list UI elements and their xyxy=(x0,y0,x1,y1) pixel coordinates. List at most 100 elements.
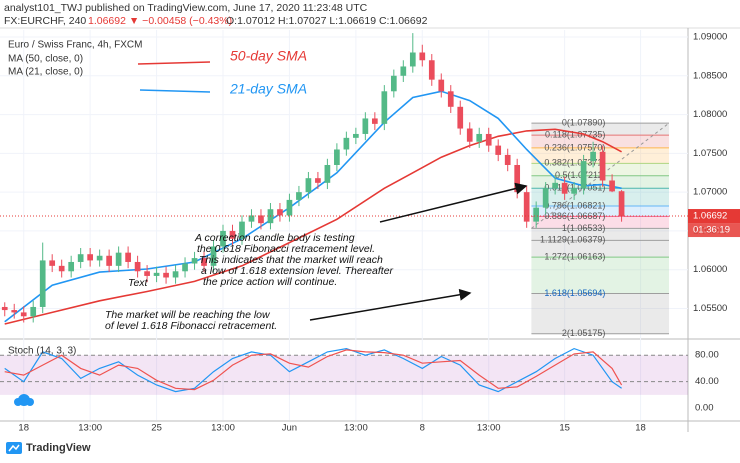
candle-body xyxy=(618,191,625,217)
candle-body xyxy=(599,151,606,181)
y-tick-label: 1.08500 xyxy=(693,70,727,81)
ohlc-text: O:1.07012 H:1.07027 L:1.06619 C:1.06692 xyxy=(226,15,428,27)
fib-label: 0(1.07890) xyxy=(562,117,606,127)
candle-body xyxy=(115,252,122,266)
annotation: a low of 1.618 extension level. Thereaft… xyxy=(201,265,394,277)
candle-body xyxy=(457,106,464,129)
y-tick-label: 1.06000 xyxy=(693,264,727,275)
candle-body xyxy=(210,246,217,266)
fib-label: 0.236(1.07570) xyxy=(544,142,605,152)
fib-band xyxy=(531,257,670,294)
candle-body xyxy=(182,263,188,272)
candle-body xyxy=(533,207,540,222)
x-tick-label: 13:00 xyxy=(477,423,501,434)
annotation: The market will be reaching the low xyxy=(105,309,271,321)
arrow xyxy=(379,182,528,223)
candle-body xyxy=(466,128,473,142)
y-tick-label: 1.07000 xyxy=(693,187,727,198)
fib-band xyxy=(531,293,670,334)
candle-body xyxy=(324,164,331,183)
candle-body xyxy=(296,192,302,200)
fib-label: 0.118(1.07735) xyxy=(545,129,605,139)
candle-body xyxy=(191,258,198,264)
x-tick-label: 18 xyxy=(18,423,29,434)
y-tick-label: 1.07500 xyxy=(693,148,727,159)
candle-body xyxy=(542,188,549,208)
candle-body xyxy=(239,221,245,239)
fib-band xyxy=(531,216,670,229)
candle-body xyxy=(39,260,46,307)
annotation: This indicates that the market will reac… xyxy=(199,254,383,266)
candle-body xyxy=(277,209,283,216)
candle-body xyxy=(381,91,388,124)
indicator: MA (50, close, 0) xyxy=(8,54,83,65)
indicator: MA (21, close, 0) xyxy=(8,67,83,78)
candle-body xyxy=(485,133,492,146)
candle-body xyxy=(125,252,131,262)
x-tick-label: 13:00 xyxy=(344,423,368,434)
candle-body xyxy=(58,265,65,272)
fib-band xyxy=(531,206,670,217)
candle-body xyxy=(248,215,255,222)
candle-body xyxy=(476,133,483,142)
legend-swatch xyxy=(137,61,211,65)
y-tick-label: 1.08000 xyxy=(693,109,727,120)
publisher: analyst101_TWJ published on TradingView.… xyxy=(4,2,368,14)
candle-body xyxy=(561,182,568,194)
candle-body xyxy=(11,310,18,313)
stoch-band xyxy=(0,355,688,395)
legend-swatch xyxy=(139,89,211,93)
candle-body xyxy=(362,118,369,134)
stoch-tick-label: 0.00 xyxy=(695,403,714,414)
candle-body xyxy=(438,79,445,92)
fib-label: 1.618(1.05694) xyxy=(544,288,605,298)
candle-body xyxy=(163,272,169,278)
fib-band xyxy=(531,123,670,136)
candle-body xyxy=(400,66,407,76)
y-tick-label: 1.05500 xyxy=(693,303,727,314)
arrow xyxy=(309,288,472,321)
x-tick-label: 18 xyxy=(635,423,646,434)
candle-body xyxy=(353,133,359,138)
annotation: of level 1.618 Fibonacci retracement. xyxy=(105,320,277,332)
candle-body xyxy=(20,312,27,317)
ma-line xyxy=(4,128,622,325)
footer: TradingView xyxy=(26,442,91,454)
last-price-label: 1.06692 xyxy=(693,211,727,222)
fib-label: 1(1.06533) xyxy=(562,223,606,233)
annotation: the price action will continue. xyxy=(203,276,337,288)
candle-body xyxy=(523,192,530,222)
fib-label: 0.886(1.06687) xyxy=(544,211,605,221)
candle-body xyxy=(428,60,435,80)
x-tick-label: 13:00 xyxy=(211,423,235,434)
y-tick-label: 1.09000 xyxy=(693,31,727,42)
candle-body xyxy=(153,272,160,276)
stoch-d xyxy=(4,349,623,391)
stoch-title: Stoch (14, 3, 3) xyxy=(8,346,76,357)
candle-body xyxy=(343,137,350,150)
candle-body xyxy=(87,254,93,261)
x-tick-label: Jun xyxy=(282,423,297,434)
candle-body xyxy=(77,254,84,262)
stoch-icon xyxy=(14,394,34,406)
candle-body xyxy=(371,118,378,124)
chart-title: Euro / Swiss Franc, 4h, FXCM xyxy=(8,40,142,51)
candle-body xyxy=(106,255,112,266)
fib-band xyxy=(531,240,670,258)
candle-body xyxy=(409,52,416,67)
countdown-box xyxy=(688,223,740,238)
legend-label: 21-day SMA xyxy=(229,81,307,97)
candle-body xyxy=(390,75,397,92)
candle-body xyxy=(68,261,75,272)
candle-body xyxy=(49,260,56,266)
candle-body xyxy=(609,180,615,192)
candle-body xyxy=(286,199,293,216)
candle-body xyxy=(305,178,312,193)
change: 1.06692 ▼ −0.00458 (−0.43%) xyxy=(88,15,232,27)
candle-body xyxy=(504,154,511,165)
fib-label: 0.5(1.07211) xyxy=(555,170,605,180)
annotation: Text xyxy=(128,277,149,289)
candle-body xyxy=(590,151,596,162)
